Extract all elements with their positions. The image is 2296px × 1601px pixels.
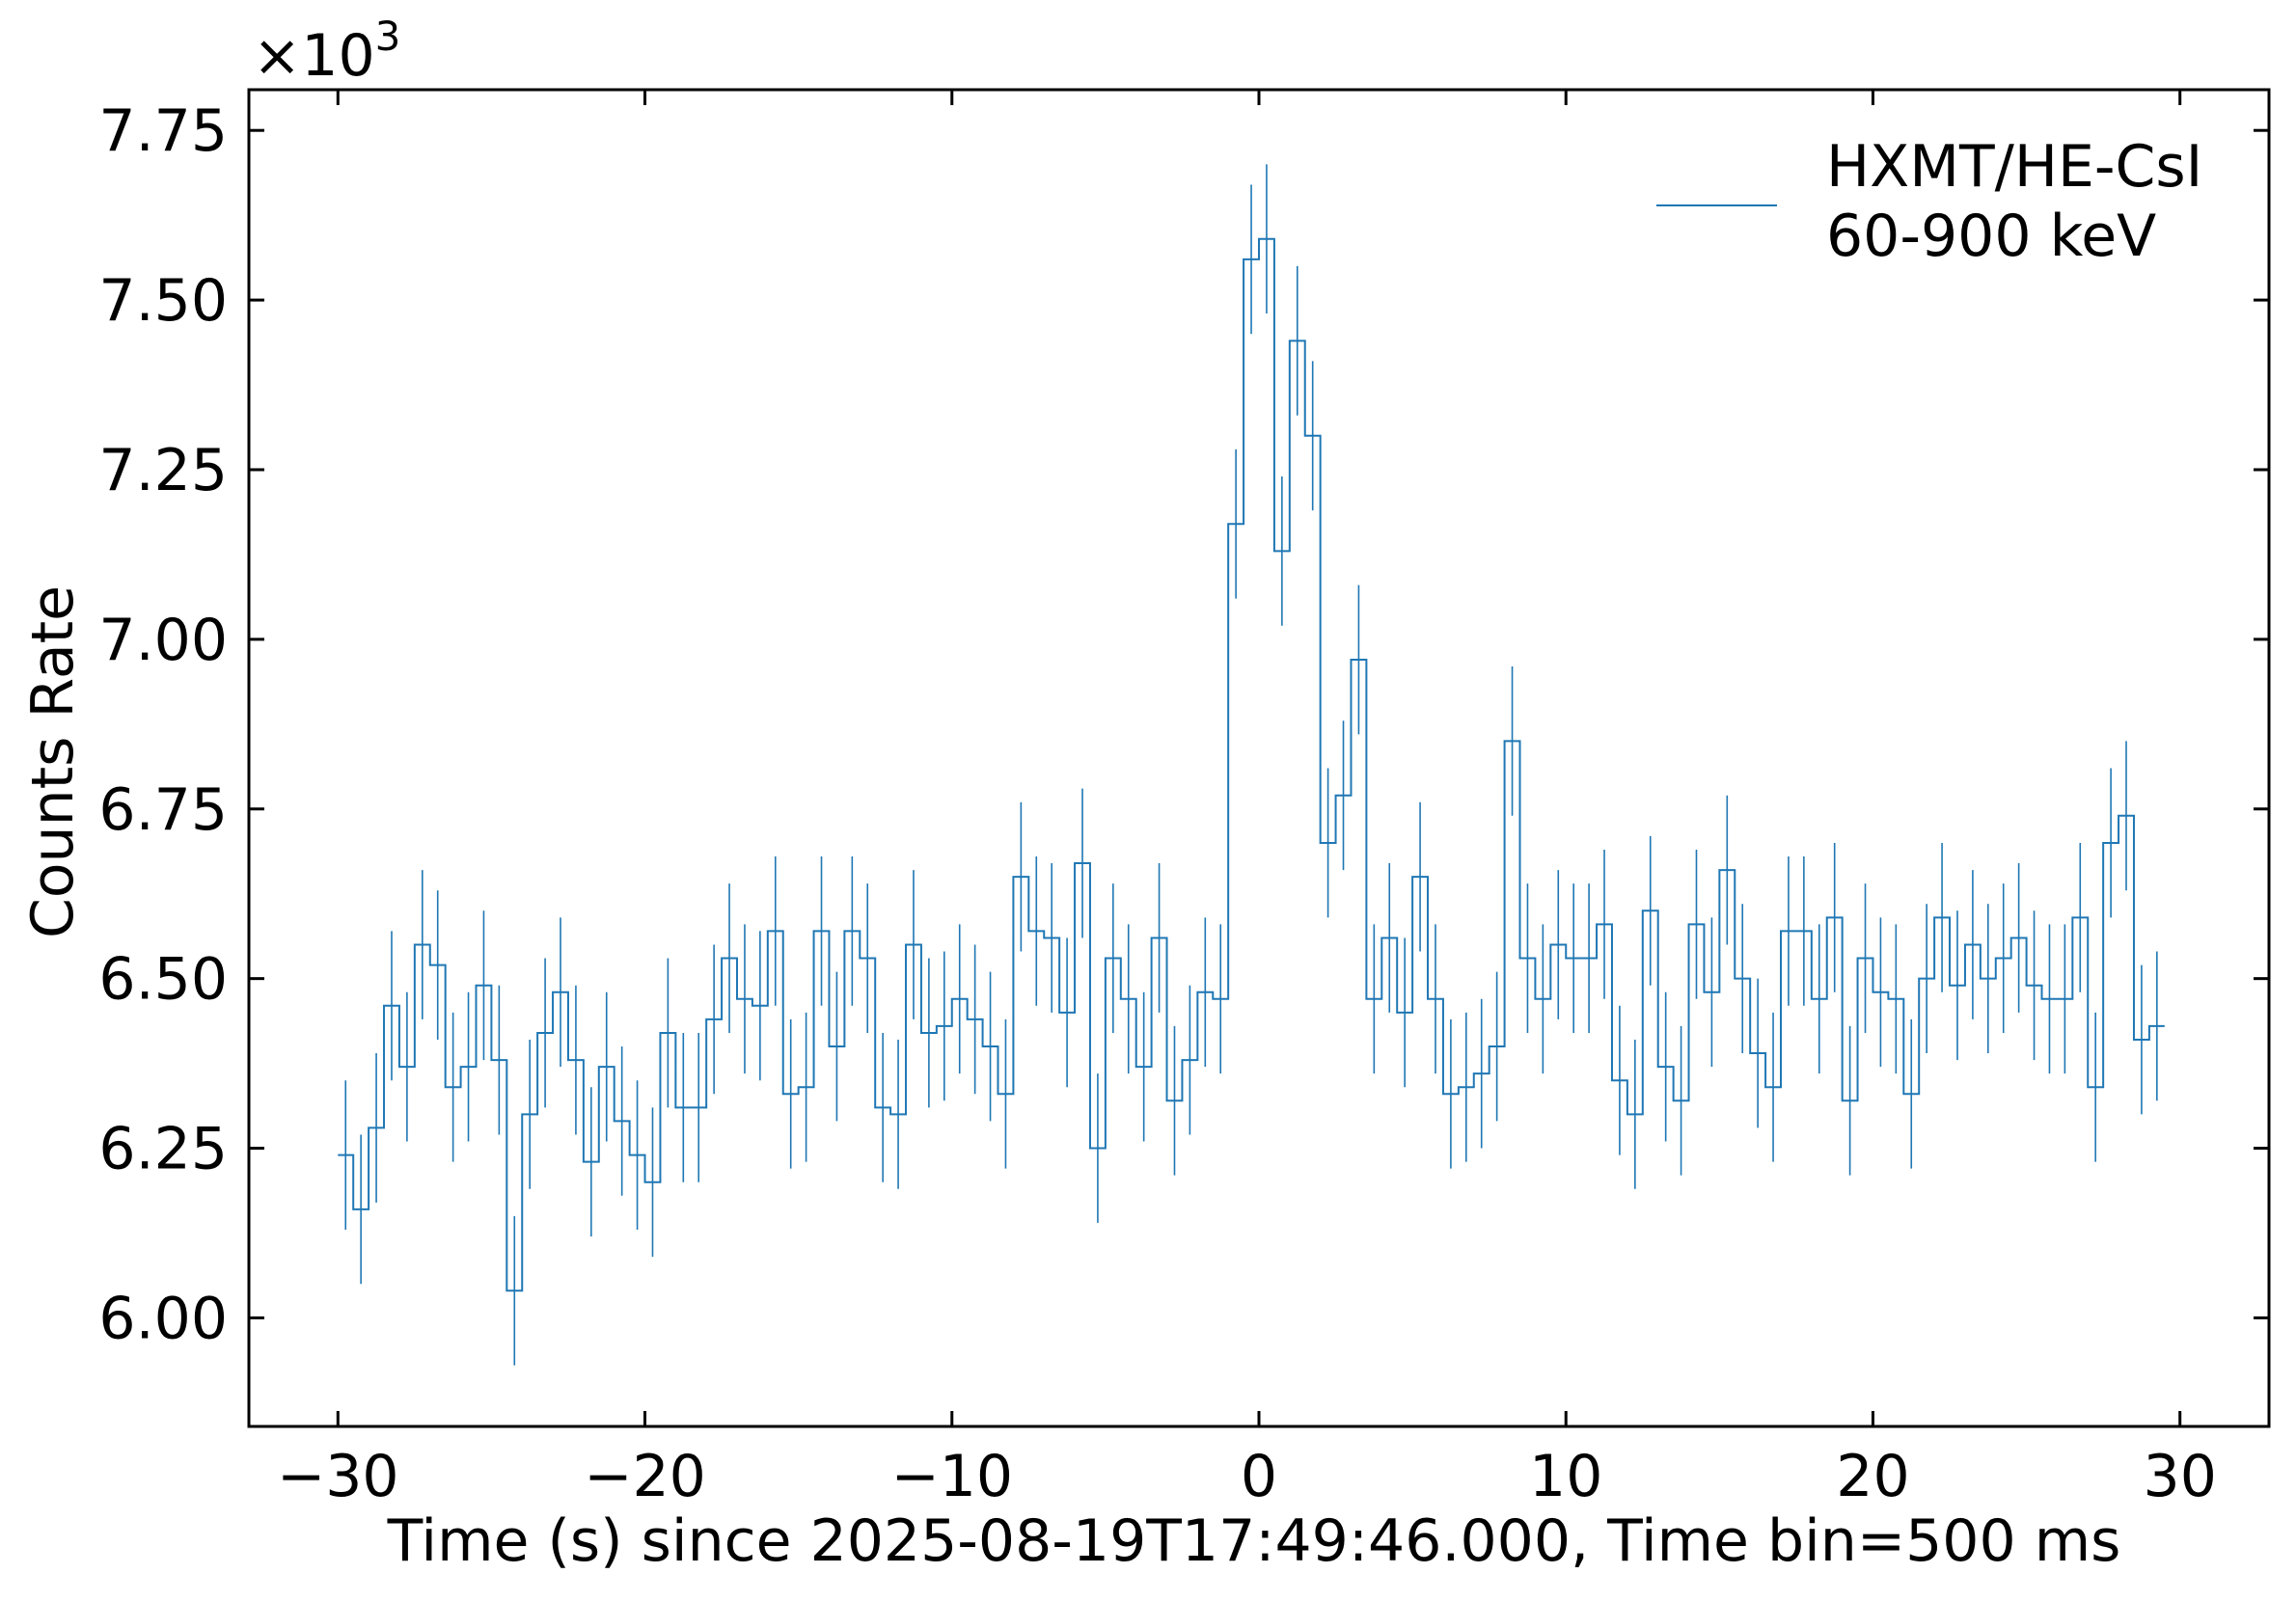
x-axis-label: Time (s) since 2025-08-19T17:49:46.000, …: [387, 1507, 2121, 1575]
y-tick-label: 7.50: [98, 267, 228, 335]
x-tick-label: 30: [2144, 1443, 2217, 1510]
y-tick-label: 6.50: [98, 946, 228, 1014]
y-multiplier-label: ×103: [253, 13, 400, 90]
legend-label-instrument: HXMT/HE-CsI: [1826, 133, 2202, 201]
legend: HXMT/HE-CsI 60-900 keV: [1656, 133, 2202, 270]
y-tick-label: 6.00: [98, 1285, 228, 1352]
x-tick-label: −30: [277, 1443, 399, 1510]
axes-layer: −30 −20 −10 0 10 20 30 6.00 6.25 6.50 6.75 7.00 7.25…: [98, 88, 2271, 1510]
y-multiplier-exponent: 3: [375, 13, 401, 60]
x-tick-label: −10: [890, 1443, 1013, 1510]
plot-frame: [247, 88, 2271, 1428]
x-tick-label: 0: [1241, 1443, 1277, 1510]
y-axis-label: Counts Rate: [19, 585, 87, 938]
y-tick-label: 7.75: [98, 97, 228, 165]
y-tick-label: 7.25: [98, 437, 228, 504]
y-tick-label: 6.75: [98, 776, 228, 844]
series-layer: [338, 164, 2165, 1366]
y-tick-label: 7.00: [98, 607, 228, 674]
x-tick-label: 20: [1836, 1443, 1909, 1510]
series-step-line: [338, 237, 2165, 1292]
x-tick-label: −20: [584, 1443, 706, 1510]
x-tick-label: 10: [1529, 1443, 1602, 1510]
y-tick-label: 6.25: [98, 1116, 228, 1183]
y-multiplier-base: ×10: [253, 22, 375, 90]
legend-label-energy: 60-900 keV: [1826, 203, 2156, 270]
